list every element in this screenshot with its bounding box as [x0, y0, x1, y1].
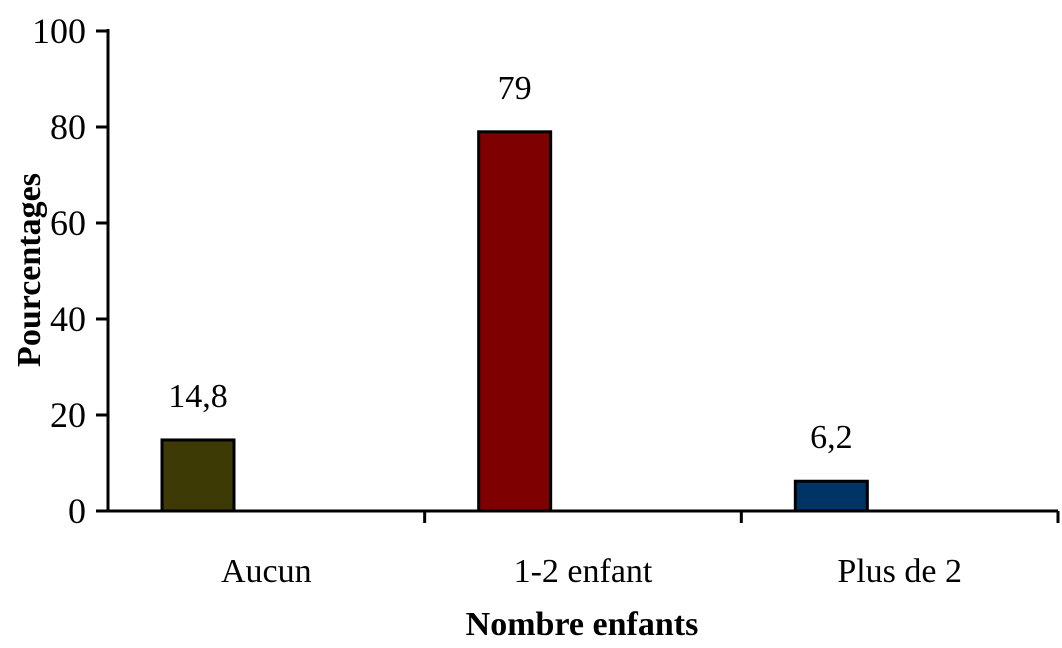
x-category-label: 1-2 enfant [514, 553, 653, 590]
y-axis-title: Pourcentages [11, 173, 48, 367]
bar-3 [793, 479, 869, 513]
bar-value-label: 14,8 [168, 378, 228, 415]
bars [160, 130, 869, 513]
y-tick-label: 60 [50, 203, 86, 243]
x-category-label: Aucun [221, 553, 312, 590]
y-tick-label: 0 [68, 491, 86, 531]
bar-2 [477, 130, 553, 513]
bar-value-label: 79 [498, 70, 532, 107]
y-tick-label: 20 [50, 395, 86, 435]
x-axis-ticks: Aucun 1-2 enfant Plus de 2 [221, 511, 1060, 590]
bar-1 [160, 438, 236, 513]
y-tick-label: 40 [50, 299, 86, 339]
y-axis-ticks: 0 20 40 60 80 100 [32, 11, 108, 531]
data-labels: 14,8 79 6,2 [168, 70, 852, 456]
y-tick-label: 80 [50, 107, 86, 147]
x-category-label: Plus de 2 [837, 553, 962, 590]
x-axis-title: Nombre enfants [466, 606, 699, 643]
bar-value-label: 6,2 [810, 419, 853, 456]
y-tick-label: 100 [32, 11, 86, 51]
